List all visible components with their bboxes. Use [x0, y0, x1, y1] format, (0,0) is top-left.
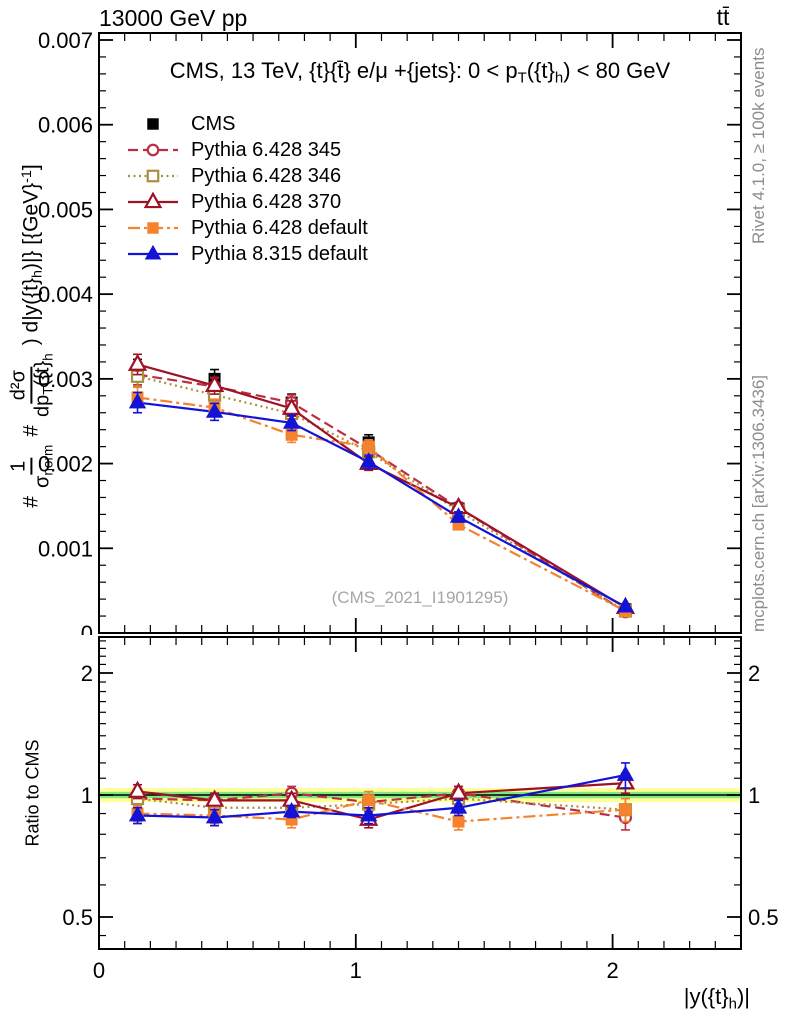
xtick-label: 2	[606, 958, 618, 983]
legend-item-pythia-6428-default: Pythia 6.428 default	[126, 215, 368, 241]
ylabel-hash-2: #	[19, 424, 42, 437]
header-process-label: tt̄	[716, 4, 730, 30]
legend-label-pythia-8315-default: Pythia 8.315 default	[191, 242, 368, 265]
mcplots-arxiv-note: mcplots.cern.ch [arXiv:1306.3436]	[749, 374, 768, 632]
y-axis-label: # 1 σnorm # d²σ dpT({t}h ) d|y({t}h)|} […	[7, 164, 56, 508]
legend-item-pythia-6428-345: Pythia 6.428 345	[126, 137, 368, 163]
points-pythia-8315-default	[128, 391, 635, 613]
main-panel: 0.001 0.002 0.003 0.004 0.005 0.006 0.007 0	[38, 28, 741, 646]
ratio-points-pythia-8315-default	[128, 762, 635, 827]
legend: CMS Pythia 6.428 345 Pythia 6.428 346 Pythi…	[126, 111, 368, 267]
legend-marker-pythia-6428-345	[128, 143, 178, 157]
legend-marker-pythia-8315-default	[128, 244, 178, 260]
ratio-ytick-label-right: 0.5	[748, 905, 779, 930]
ratio-ytick-label-right: 1	[748, 783, 760, 808]
legend-item-cms: CMS	[126, 111, 368, 137]
main-ytick-label: 0.002	[38, 452, 93, 477]
legend-label-cms: CMS	[191, 112, 236, 135]
legend-marker-pythia-6428-346	[128, 169, 178, 183]
ratio-ytick-label-left: 1	[81, 783, 93, 808]
rivet-version-note: Rivet 4.1.0, ≥ 100k events	[749, 47, 768, 244]
legend-label-pythia-6428-346: Pythia 6.428 346	[191, 164, 342, 187]
main-ytick-label: 0.005	[38, 197, 93, 222]
legend-label-pythia-6428-370: Pythia 6.428 370	[191, 190, 342, 213]
line-pythia-6428-default	[137, 396, 626, 612]
main-ytick-zero-label: 0	[81, 621, 93, 646]
legend-label-pythia-6428-default: Pythia 6.428 default	[191, 216, 368, 239]
ratio-ytick-label-left: 2	[81, 661, 93, 686]
legend-item-pythia-8315-default: Pythia 8.315 default	[126, 241, 368, 267]
plot-title: CMS, 13 TeV, {t}{t̄} e/μ +{jets}: 0 < pT…	[169, 58, 671, 87]
line-pythia-6428-345	[137, 373, 627, 613]
ratio-frame	[98, 636, 742, 950]
line-pythia-6428-370	[137, 363, 627, 609]
watermark-analysis-id: (CMS_2021_I1901295)	[331, 588, 509, 607]
legend-item-pythia-6428-370: Pythia 6.428 370	[126, 189, 368, 215]
ylabel-hash-1: #	[19, 496, 42, 508]
points-pythia-6428-345	[130, 363, 633, 619]
ylabel-suffix: ) d|y({t}h)|} [{GeV}-1]	[18, 164, 46, 346]
main-ytick-label: 0.001	[38, 536, 93, 561]
ratio-line-pythia-6428-default	[137, 799, 626, 823]
legend-marker-pythia-6428-default	[128, 222, 178, 234]
ylabel-fraction-2: d²σ dpT({t}h	[7, 353, 56, 417]
main-ytick-label: 0.006	[38, 113, 93, 138]
ratio-line-pythia-8315-default	[137, 773, 626, 819]
main-ytick-label: 0.007	[38, 28, 93, 53]
points-cms	[131, 358, 632, 616]
xtick-label: 0	[93, 958, 105, 983]
main-ytick-label: 0.003	[38, 367, 93, 392]
points-pythia-6428-346	[130, 365, 633, 618]
header-beam-energy: 13000 GeV pp	[99, 5, 248, 31]
points-pythia-6428-370	[127, 353, 636, 615]
line-pythia-8315-default	[137, 401, 626, 608]
legend-marker-cms	[147, 118, 159, 130]
legend-label-pythia-6428-345: Pythia 6.428 345	[191, 138, 342, 161]
ylabel-fraction-1: 1 σnorm	[7, 444, 56, 489]
ratio-ytick-label-right: 2	[748, 661, 760, 686]
line-pythia-6428-346	[137, 375, 627, 612]
main-frame	[98, 32, 742, 634]
legend-marker-pythia-6428-370	[128, 192, 178, 209]
xtick-label: 1	[350, 958, 362, 983]
x-axis-label: |y({t}h)|	[683, 984, 750, 1013]
ratio-panel: 0.5 0.5 1 1 2 2 0 1 2	[62, 637, 779, 983]
ratio-line-pythia-6428-345	[137, 792, 626, 819]
points-pythia-6428-default	[131, 386, 632, 617]
ratio-y-axis-label: Ratio to CMS	[22, 739, 43, 847]
ratio-ytick-label-left: 0.5	[62, 905, 93, 930]
main-ytick-label: 0.004	[38, 282, 93, 307]
ratio-line-pythia-6428-346	[137, 797, 626, 811]
legend-item-pythia-6428-346: Pythia 6.428 346	[126, 163, 368, 189]
